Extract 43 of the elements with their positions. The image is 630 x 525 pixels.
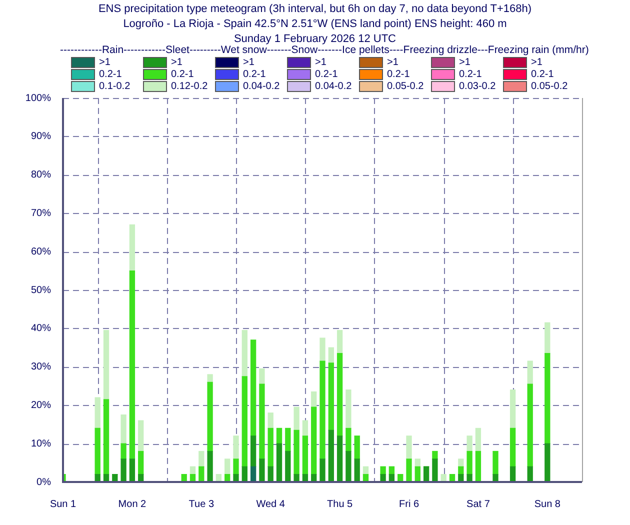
legend-label: 0.03-0.2 — [459, 80, 496, 92]
x-tick-label: Sun 8 — [534, 498, 561, 510]
legend-label: >1 — [243, 56, 254, 68]
y-tick-label: 60% — [30, 246, 52, 258]
y-tick-label: 0% — [36, 476, 52, 488]
x-tick-label: Sun 1 — [50, 498, 76, 510]
y-tick-label: 30% — [30, 362, 52, 373]
legend-label: 0.1-0.2 — [99, 80, 130, 92]
x-tick-label: Wed 4 — [256, 498, 286, 510]
legend-label: 0.05-0.2 — [531, 80, 568, 92]
legend-label: 0.2-1 — [171, 68, 194, 80]
legend-label: 0.2-1 — [531, 68, 554, 80]
x-tick-label: Thu 5 — [327, 498, 354, 510]
x-tick-label: Fri 6 — [399, 498, 420, 510]
y-tick-label: 100% — [25, 92, 52, 104]
legend-label: >1 — [315, 56, 326, 68]
legend-label: 0.12-0.2 — [171, 80, 208, 92]
y-tick-label: 20% — [30, 400, 52, 411]
x-tick-label: Mon 2 — [118, 498, 147, 510]
x-tick-label: Tue 3 — [188, 498, 214, 510]
x-tick-label: Sat 7 — [466, 498, 490, 510]
y-tick-label: 70% — [30, 208, 52, 219]
y-tick-label: 50% — [30, 284, 52, 296]
legend-label: 0.2-1 — [99, 68, 122, 80]
legend-label: >1 — [459, 56, 470, 68]
legend-label: 0.05-0.2 — [387, 80, 424, 92]
legend-label: >1 — [171, 56, 182, 68]
y-tick-label: 80% — [30, 170, 52, 181]
legend-label: >1 — [531, 56, 542, 68]
legend-label: 0.04-0.2 — [243, 80, 280, 92]
chart-subtitle: Logroño - La Rioja - Spain 42.5°N 2.51°W (ENS land point) ENS height: 460 m Sunday 1 February 2026 12 UTC — [122, 17, 508, 45]
y-tick-label: 10% — [30, 438, 52, 450]
legend-label: 0.2-1 — [315, 68, 338, 80]
legend-title: ------------Rain------------Sleet---------Wet snow-------Snow-------Ice pellets----Freezing drizzle---Freezing rain (mm/hr) — [60, 44, 589, 56]
y-tick-label: 90% — [30, 131, 52, 142]
legend-label: >1 — [387, 56, 398, 68]
legend-label: 0.2-1 — [459, 68, 482, 80]
chart-title: ENS precipitation type meteogram (3h interval, but 6h on day 7, no data beyond T+168h) — [97, 2, 533, 17]
legend-label: 0.2-1 — [243, 68, 266, 80]
y-tick-label: 40% — [30, 323, 52, 334]
legend-label: 0.2-1 — [387, 68, 410, 80]
legend-label: 0.04-0.2 — [315, 80, 352, 92]
legend-label: >1 — [99, 56, 110, 68]
